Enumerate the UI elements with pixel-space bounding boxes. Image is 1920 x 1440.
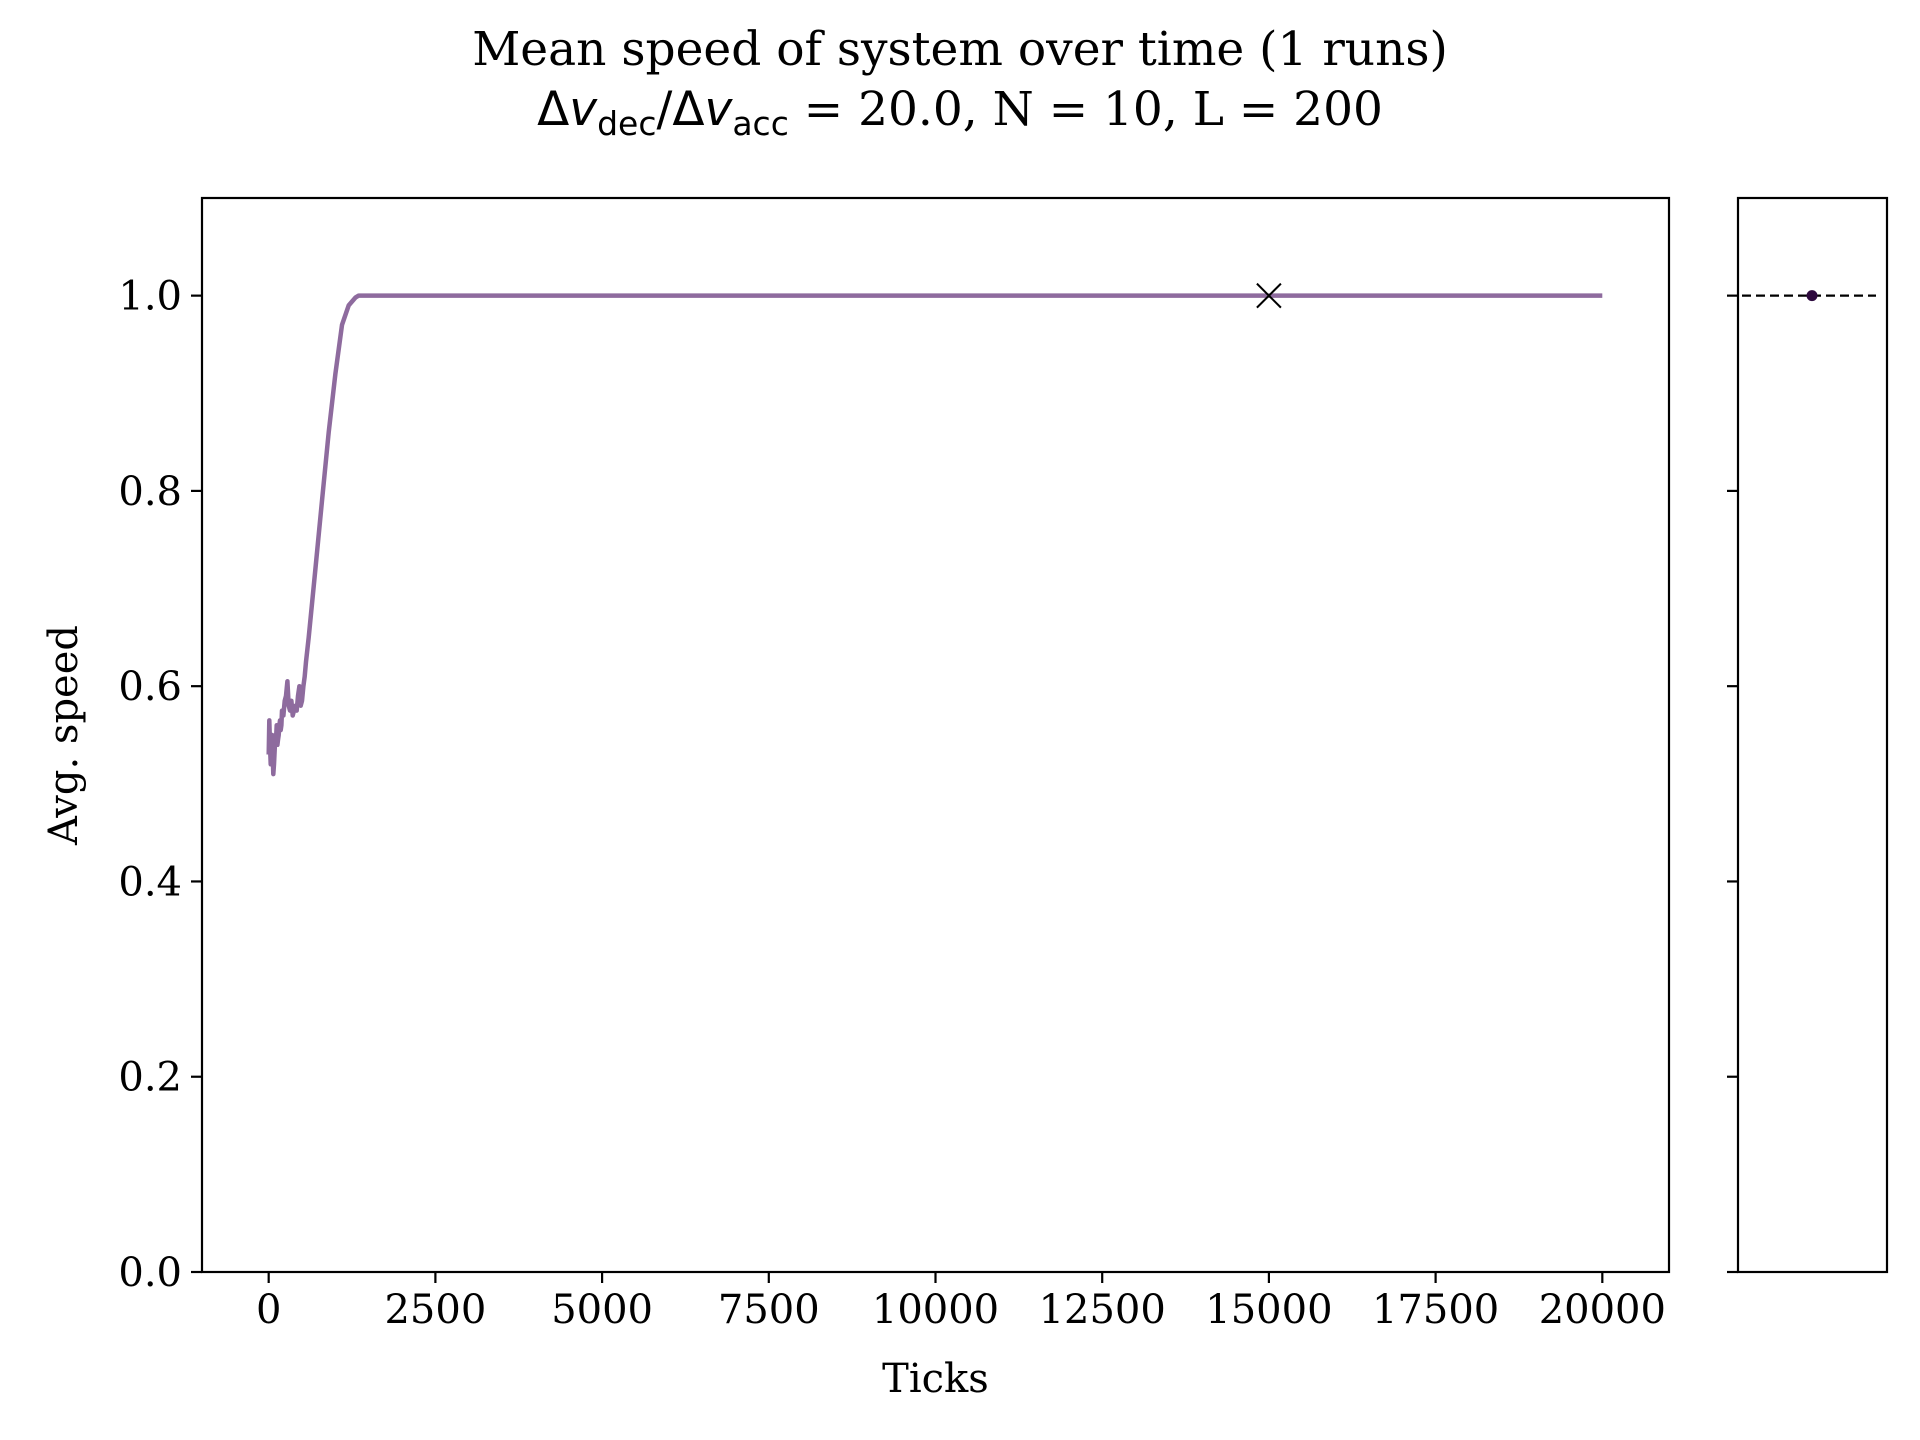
delta-symbol: Δ	[537, 82, 570, 137]
x-tick-label: 7500	[718, 1287, 820, 1333]
slash-symbol: /	[656, 82, 673, 137]
y-tick-label: 0.6	[118, 664, 182, 710]
main-plot: 0 2500 5000 7500 10000 12500 15000 17500 20000 0.…	[41, 196, 1671, 1402]
chart-title: Mean speed of system over time (1 runs)	[472, 22, 1448, 77]
chart-subtitle: Δvdec/Δvacc = 20.0, N = 10, L = 200	[0, 82, 1920, 140]
x-axis-label: Ticks	[882, 1356, 989, 1402]
y-tick-label: 1.0	[118, 274, 182, 320]
delta-symbol-2: Δ	[672, 82, 705, 137]
x-tick-label: 20000	[1539, 1287, 1666, 1333]
speed-series-line	[266, 293, 1603, 777]
subtitle-params: = 20.0, N = 10, L = 200	[788, 82, 1383, 137]
y-tick-label: 0.8	[118, 469, 182, 515]
side-axes-frame	[1736, 196, 1889, 1274]
y-tick-label: 0.2	[118, 1055, 182, 1101]
x-tick-label: 17500	[1372, 1287, 1499, 1333]
x-tick-label: 10000	[872, 1287, 999, 1333]
cross-marker	[1256, 282, 1282, 309]
y-tick-label: 0.4	[118, 859, 182, 905]
y-tick-label: 0.0	[118, 1250, 182, 1296]
v-symbol: v	[569, 82, 598, 137]
side-plot	[1727, 196, 1889, 1274]
x-tick-label: 5000	[551, 1287, 653, 1333]
v-symbol-2: v	[704, 82, 733, 137]
subtitle-math: Δvdec/Δvacc	[537, 82, 789, 140]
acc-subscript: acc	[732, 104, 789, 143]
side-data-point	[1806, 290, 1818, 302]
x-tick-label: 12500	[1039, 1287, 1166, 1333]
x-tick-label: 2500	[384, 1287, 486, 1333]
x-tick-label: 0	[256, 1287, 281, 1333]
main-axes-frame	[200, 196, 1671, 1274]
x-tick-label: 15000	[1205, 1287, 1332, 1333]
dec-subscript: dec	[597, 104, 657, 143]
y-axis-label: Avg. speed	[41, 625, 87, 846]
